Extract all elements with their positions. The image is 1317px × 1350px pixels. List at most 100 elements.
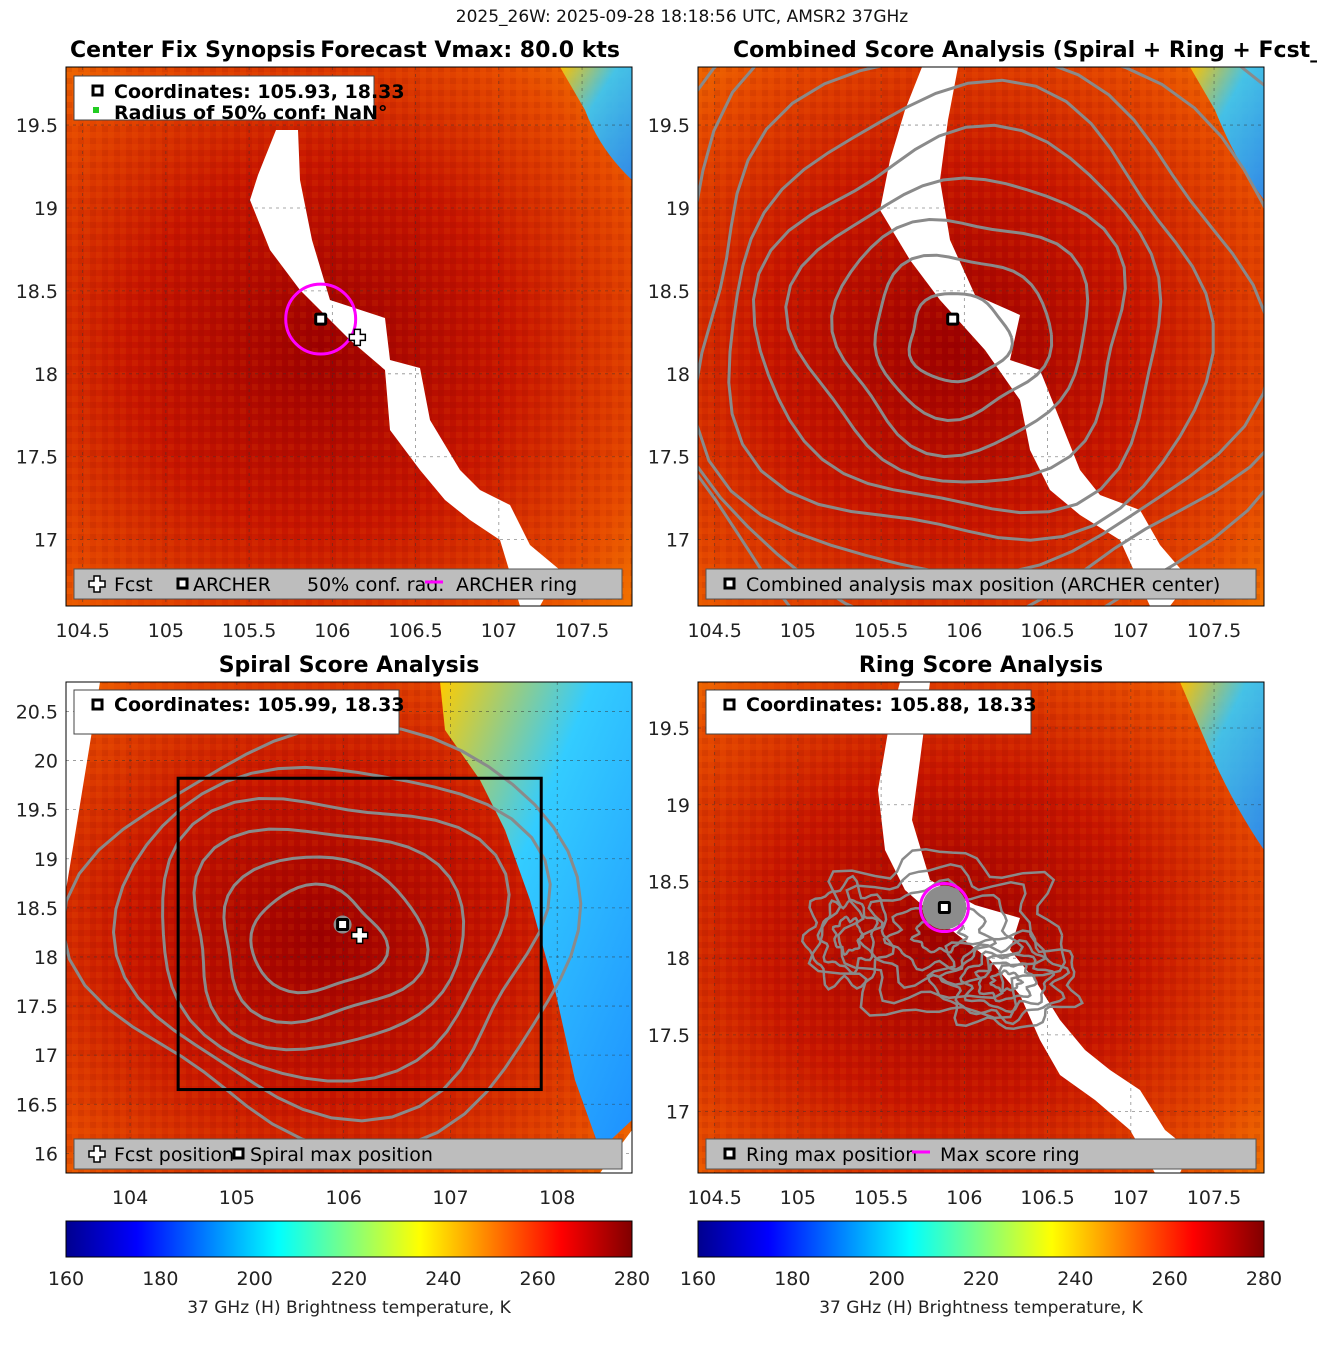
panel3-search-box [176, 776, 543, 1092]
colorbar-right-tick-label: 200 [869, 1268, 905, 1290]
panel1-legend-ring: ARCHER ring [456, 574, 577, 596]
panel2-contour-1 [907, 292, 1014, 384]
panel1-y-tick-label: 17 [34, 530, 58, 552]
panel3-info-coordinate-icon [91, 698, 104, 711]
panel1-legend-archer-icon [176, 577, 189, 590]
colorbar-left-label: 37 GHz (H) Brightness temperature, K [187, 1298, 511, 1318]
panel3-contour-6 [66, 723, 583, 1153]
panel4-contour-1-1 [989, 969, 1025, 993]
panel2-x-tick-label: 107 [1113, 620, 1149, 642]
panel1-axes-frame [65, 66, 633, 607]
panel-ring: Ring Score Analysis 104.5 105 105.5 106 106.… [648, 653, 1265, 1209]
colorbar-right-ticks: 160 180 200 220 240 260 280 [680, 1268, 1282, 1290]
panel4-x-tick-label: 105 [780, 1187, 816, 1209]
panel1-x-tick-label: 105 [148, 620, 184, 642]
colorbar-right-tick-label: 220 [963, 1268, 999, 1290]
panel2-y-tick-label: 19 [666, 198, 690, 220]
panel2-contour-3 [830, 217, 1090, 459]
colorbar-left-ticks: 160 180 200 220 240 260 280 [48, 1268, 650, 1290]
panel4-ring-max [937, 901, 951, 915]
colorbar-left: 160 180 200 220 240 260 280 37 GHz (H) Brightn… [48, 1220, 650, 1318]
panel3-spiral-contours [66, 723, 583, 1153]
panel3-contour-4 [161, 796, 511, 1083]
panel2-max-position [946, 312, 960, 326]
panel2-cold-edge [1190, 67, 1264, 200]
panel3-y-tick-label: 20 [34, 751, 58, 773]
panel1-archer-center-marker [314, 312, 328, 326]
panel4-x-tick-label: 107.5 [1187, 1187, 1241, 1209]
panel1-legend-fcst: Fcst [114, 574, 153, 596]
panel1-forecast-position [348, 328, 367, 347]
panel3-y-tick-label: 17 [34, 1045, 58, 1067]
panel1-archer-ring [284, 282, 358, 356]
panel4-contour-2-3 [800, 874, 896, 991]
colorbar-right-tick-label: 180 [774, 1268, 810, 1290]
colorbar-left-tick-label: 220 [331, 1268, 367, 1290]
panel4-info-coordinate-icon [723, 698, 736, 711]
panel4-info-coordinates: Coordinates: 105.88, 18.33 [746, 694, 1037, 716]
colorbar-right-tick-label: 260 [1152, 1268, 1188, 1290]
panel2-legend [705, 568, 1257, 600]
panel1-y-tick-label: 19 [34, 198, 58, 220]
panel1-y-tick-label: 17.5 [16, 447, 58, 469]
panel2-missing-data-swath [880, 67, 1190, 606]
panel3-x-ticks: 104 105 106 107 108 [112, 1187, 575, 1209]
panel3-spiral-max [336, 918, 350, 932]
panel4-y-ticks: 17 17.5 18 18.5 19 19.5 [648, 718, 690, 1124]
colorbar-left-tick-label: 240 [425, 1268, 461, 1290]
panel1-title-right: Forecast Vmax: 80.0 kts [320, 38, 620, 63]
panel3-contour-2 [222, 855, 430, 1025]
panel3-legend-fcst-icon [88, 1145, 106, 1163]
panel2-title: Combined Score Analysis (Spiral + Ring +… [733, 38, 1317, 63]
panel1-forecast-marker [348, 328, 367, 347]
panel3-legend-spiral-icon [232, 1147, 245, 1160]
panel4-x-tick-label: 106 [946, 1187, 982, 1209]
panel2-contour-4 [784, 176, 1127, 484]
panel2-y-ticks: 17 17.5 18 18.5 19 19.5 [648, 115, 690, 552]
panel-center-fix: Center Fix Synopsis Forecast Vmax: 80.0 … [16, 38, 633, 642]
panel3-forecast-position [350, 926, 369, 945]
panel3-contour-1 [249, 882, 390, 995]
panel3-x-tick-label: 105 [219, 1187, 255, 1209]
panel3-legend-fcst: Fcst position [114, 1144, 234, 1166]
panel3-contour-3 [192, 827, 466, 1052]
panel4-ring-max-marker [937, 901, 951, 915]
panel-spiral: Spiral Score Analysis 104 105 106 107 108 16… [16, 653, 633, 1209]
panel4-x-tick-label: 107 [1113, 1187, 1149, 1209]
colorbar-left-tick-label: 160 [48, 1268, 84, 1290]
panel2-x-ticks: 104.5 105 105.5 106 106.5 107 107.5 [687, 620, 1241, 642]
panel2-contour-6 [727, 78, 1215, 542]
panel1-info-radius-icon [93, 107, 99, 113]
panel1-archer-center [314, 312, 328, 326]
panel3-legend-spiral: Spiral max position [250, 1144, 433, 1166]
panel4-contour-1-3 [959, 950, 1056, 1014]
panel4-contour-1-4 [937, 938, 1071, 1026]
panel4-axes-frame [697, 681, 1265, 1174]
panel-combined: Combined Score Analysis (Spiral + Ring +… [648, 38, 1317, 642]
colorbar-right-gradient [697, 1220, 1265, 1258]
panel1-y-tick-label: 19.5 [16, 115, 58, 137]
panel2-x-tick-label: 104.5 [687, 620, 741, 642]
panel4-grid [698, 682, 1264, 1173]
panel2-y-tick-label: 19.5 [648, 115, 690, 137]
panel4-contour-2-2 [816, 898, 879, 975]
panel3-x-tick-label: 108 [539, 1187, 575, 1209]
colorbar-right: 160 180 200 220 240 260 280 37 GHz (H) Brightn… [680, 1220, 1282, 1318]
panel2-contour-7 [698, 67, 1264, 577]
panel3-y-tick-label: 20.5 [16, 701, 58, 723]
colorbar-right-tick-label: 160 [680, 1268, 716, 1290]
colorbar-left-tick-label: 180 [142, 1268, 178, 1290]
panel1-x-tick-label: 106.5 [388, 620, 442, 642]
panel1-y-ticks: 17 17.5 18 18.5 19 19.5 [16, 115, 58, 552]
panel4-contour-1-2 [973, 961, 1038, 1003]
panel2-x-tick-label: 106 [946, 620, 982, 642]
panel2-contour-2 [873, 253, 1054, 423]
panel1-cold-edge [560, 67, 632, 180]
panel1-info-coordinate-icon [91, 84, 104, 97]
panel1-legend-archer: ARCHER [193, 574, 271, 596]
panel1-x-tick-label: 106 [314, 620, 350, 642]
colorbar-left-tick-label: 260 [520, 1268, 556, 1290]
panel3-info-coordinates: Coordinates: 105.99, 18.33 [114, 694, 405, 716]
panel3-y-tick-label: 19.5 [16, 800, 58, 822]
